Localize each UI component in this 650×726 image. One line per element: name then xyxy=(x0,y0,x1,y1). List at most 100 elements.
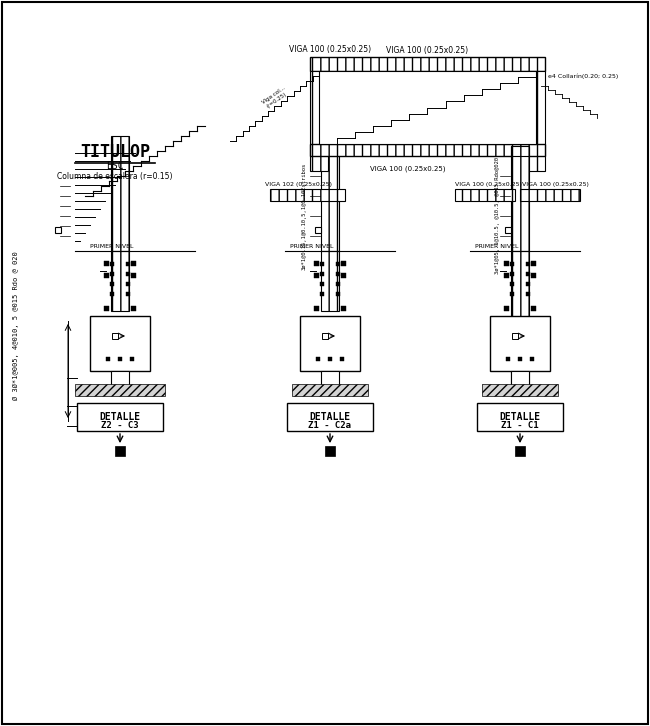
Bar xyxy=(314,306,319,311)
Bar xyxy=(320,272,324,276)
Bar xyxy=(504,306,509,311)
Bar xyxy=(310,71,328,171)
Bar xyxy=(336,262,340,266)
Text: Columna de escalera (r=0.15): Columna de escalera (r=0.15) xyxy=(57,172,173,181)
Bar xyxy=(314,261,319,266)
Text: 3ø*1@0.15,1@0.10,5,1@0.10Estribos: 3ø*1@0.15,1@0.10,5,1@0.10Estribos xyxy=(302,163,307,269)
Bar xyxy=(126,282,130,286)
Bar xyxy=(104,273,109,278)
Bar xyxy=(510,292,514,296)
Bar xyxy=(320,292,324,296)
Bar xyxy=(520,189,580,201)
Text: VIGA 100 (0.25x0.25): VIGA 100 (0.25x0.25) xyxy=(522,182,589,187)
Bar xyxy=(506,357,510,361)
Bar xyxy=(310,57,545,71)
Bar xyxy=(505,227,511,233)
Text: TITULOP: TITULOP xyxy=(80,143,150,161)
Bar xyxy=(515,446,525,456)
Bar xyxy=(315,227,321,233)
Bar xyxy=(511,146,529,251)
Bar xyxy=(320,282,324,286)
Bar xyxy=(341,273,346,278)
Bar xyxy=(77,403,163,431)
Bar xyxy=(531,306,536,311)
Bar xyxy=(118,357,122,361)
Bar xyxy=(111,371,129,386)
Bar xyxy=(341,261,346,266)
Bar xyxy=(75,384,165,396)
Bar xyxy=(104,261,109,266)
Bar xyxy=(110,272,114,276)
Bar xyxy=(310,144,545,156)
Bar xyxy=(319,71,536,144)
Text: VIGA 102 (0.25x0.25): VIGA 102 (0.25x0.25) xyxy=(265,182,332,187)
Bar xyxy=(322,333,328,339)
Bar xyxy=(530,357,534,361)
Text: VIGA 100 (0.25x0.25): VIGA 100 (0.25x0.25) xyxy=(455,182,522,187)
Bar xyxy=(518,357,522,361)
Bar xyxy=(90,316,150,371)
Bar xyxy=(287,403,373,431)
Bar xyxy=(110,262,114,266)
Bar xyxy=(321,251,339,311)
Bar xyxy=(511,146,529,156)
Bar xyxy=(130,357,134,361)
Text: 3ø*1@05, 1@10.5, @10.5, @015 Rdo@020: 3ø*1@05, 1@10.5, @10.5, @015 Rdo@020 xyxy=(495,158,500,274)
Bar xyxy=(526,262,530,266)
Text: PRIMER NIVEL: PRIMER NIVEL xyxy=(90,244,133,249)
Bar xyxy=(126,292,130,296)
Bar xyxy=(328,357,332,361)
Bar xyxy=(110,292,114,296)
Bar xyxy=(270,189,345,201)
Bar xyxy=(316,357,320,361)
Bar xyxy=(300,316,360,371)
Bar xyxy=(531,261,536,266)
Bar xyxy=(477,403,563,431)
Text: DETALLE: DETALLE xyxy=(499,412,541,422)
Bar xyxy=(510,282,514,286)
Bar xyxy=(510,262,514,266)
Bar xyxy=(511,251,529,396)
Text: Z1 - C2a: Z1 - C2a xyxy=(309,422,352,431)
Bar xyxy=(126,272,130,276)
Bar xyxy=(321,371,339,386)
Bar xyxy=(527,71,545,171)
Text: DETALLE: DETALLE xyxy=(309,412,350,422)
Bar xyxy=(110,282,114,286)
Text: Viga col...
(r=0.25): Viga col... (r=0.25) xyxy=(261,86,289,110)
Bar xyxy=(126,262,130,266)
Text: VIGA 100 (0.25x0.25): VIGA 100 (0.25x0.25) xyxy=(387,46,469,55)
Bar xyxy=(55,227,61,233)
Text: Z2 - C3: Z2 - C3 xyxy=(101,422,139,431)
Text: VIGA 100 (0.25x0.25): VIGA 100 (0.25x0.25) xyxy=(289,45,371,54)
Bar xyxy=(340,357,344,361)
Bar xyxy=(115,446,125,456)
Bar xyxy=(112,333,118,339)
Bar xyxy=(526,292,530,296)
Text: Z1 - C1: Z1 - C1 xyxy=(501,422,539,431)
Text: ESC: ESC xyxy=(106,161,124,171)
Bar xyxy=(510,272,514,276)
Bar xyxy=(341,306,346,311)
Bar xyxy=(526,282,530,286)
Bar xyxy=(482,384,558,396)
Bar xyxy=(531,273,536,278)
Bar xyxy=(292,384,368,396)
Bar xyxy=(321,66,339,251)
Bar xyxy=(111,136,129,251)
Bar xyxy=(511,371,529,386)
Bar xyxy=(131,261,136,266)
Bar xyxy=(504,273,509,278)
Bar xyxy=(325,446,335,456)
Bar xyxy=(526,272,530,276)
Bar xyxy=(131,273,136,278)
Text: e4 Collarín(0.20; 0.25): e4 Collarín(0.20; 0.25) xyxy=(548,73,618,78)
Bar xyxy=(131,306,136,311)
Bar xyxy=(512,333,518,339)
Bar xyxy=(504,261,509,266)
Text: Ø 3Ø*1@005, 4@010, 5 @015 Rdo @ 020: Ø 3Ø*1@005, 4@010, 5 @015 Rdo @ 020 xyxy=(13,252,19,400)
Bar xyxy=(314,273,319,278)
Text: PRIMER NIVEL: PRIMER NIVEL xyxy=(475,244,519,249)
Bar xyxy=(320,262,324,266)
Text: PRIMER NIVEL: PRIMER NIVEL xyxy=(290,244,333,249)
